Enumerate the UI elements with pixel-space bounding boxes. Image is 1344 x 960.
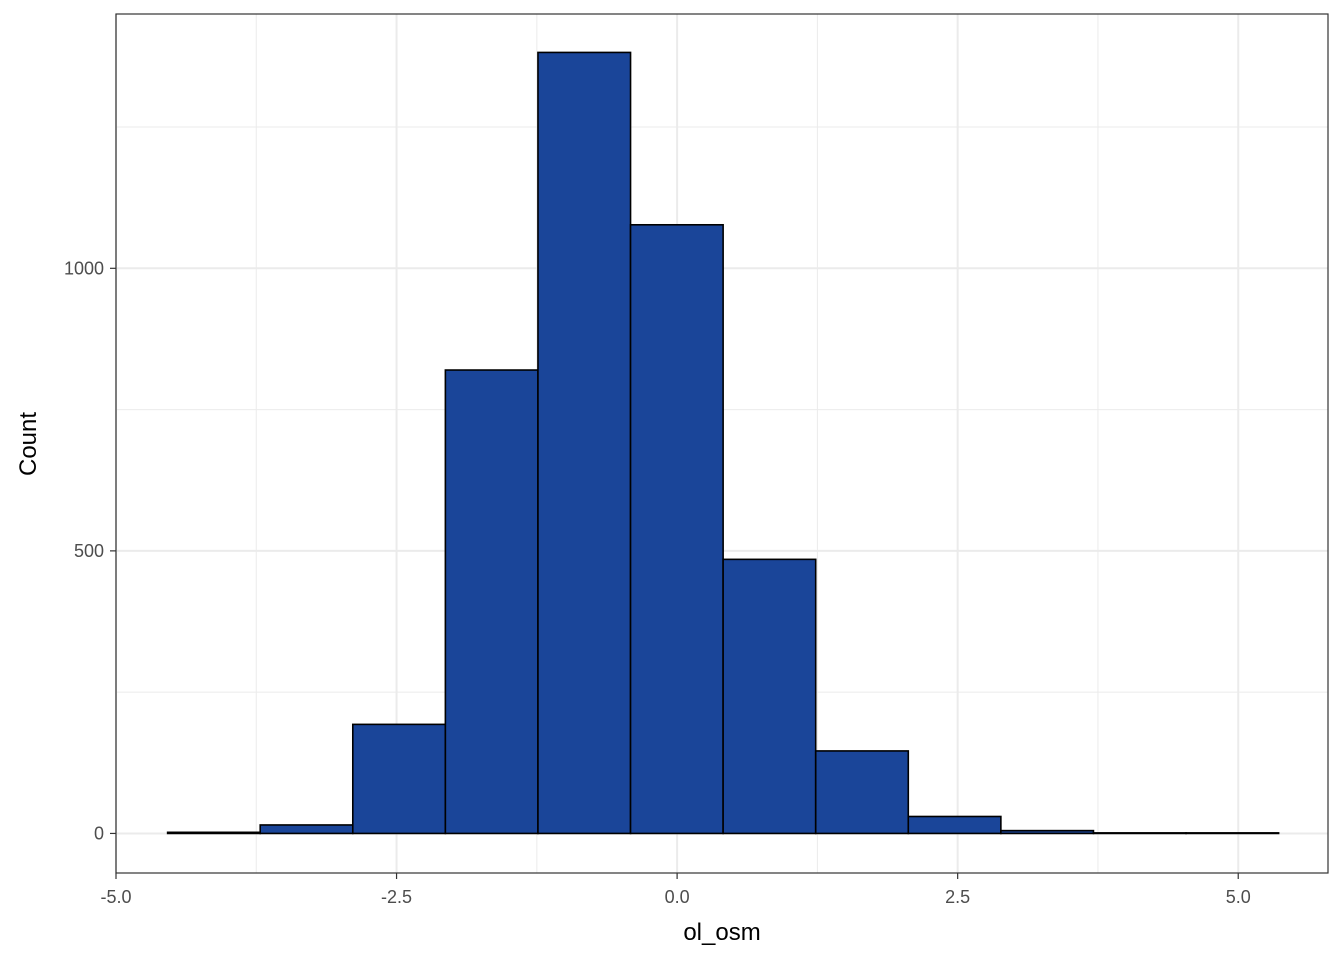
- histogram-bar: [444, 369, 539, 835]
- histogram-bar: [907, 815, 1002, 835]
- x-tick-label: -5.0: [100, 887, 131, 907]
- histogram-bar: [259, 824, 354, 835]
- histogram-bar: [1092, 832, 1187, 835]
- y-tick-label: 0: [94, 823, 104, 843]
- histogram-bars: [166, 51, 1280, 835]
- x-tick-label: 0.0: [665, 887, 690, 907]
- x-axis-title: ol_osm: [683, 919, 760, 946]
- histogram-bar: [814, 750, 910, 835]
- histogram-bar: [1185, 832, 1280, 835]
- histogram-bar: [629, 223, 724, 835]
- y-tick-label: 500: [74, 541, 104, 561]
- histogram-bar: [166, 831, 262, 835]
- x-axis-ticks: -5.0 -2.5 0.0 2.5 5.0: [100, 873, 1251, 907]
- histogram-bar: [351, 723, 447, 835]
- histogram-bar: [1000, 829, 1095, 835]
- y-axis-title: Count: [15, 412, 42, 476]
- x-tick-label: -2.5: [381, 887, 412, 907]
- y-axis-ticks: 0 500 1000: [64, 258, 116, 843]
- panel-border: [115, 13, 1329, 874]
- histogram-bar: [537, 51, 632, 835]
- x-tick-label: 2.5: [945, 887, 970, 907]
- histogram-bar: [722, 558, 817, 835]
- x-tick-label: 5.0: [1226, 887, 1251, 907]
- y-tick-label: 1000: [64, 258, 104, 278]
